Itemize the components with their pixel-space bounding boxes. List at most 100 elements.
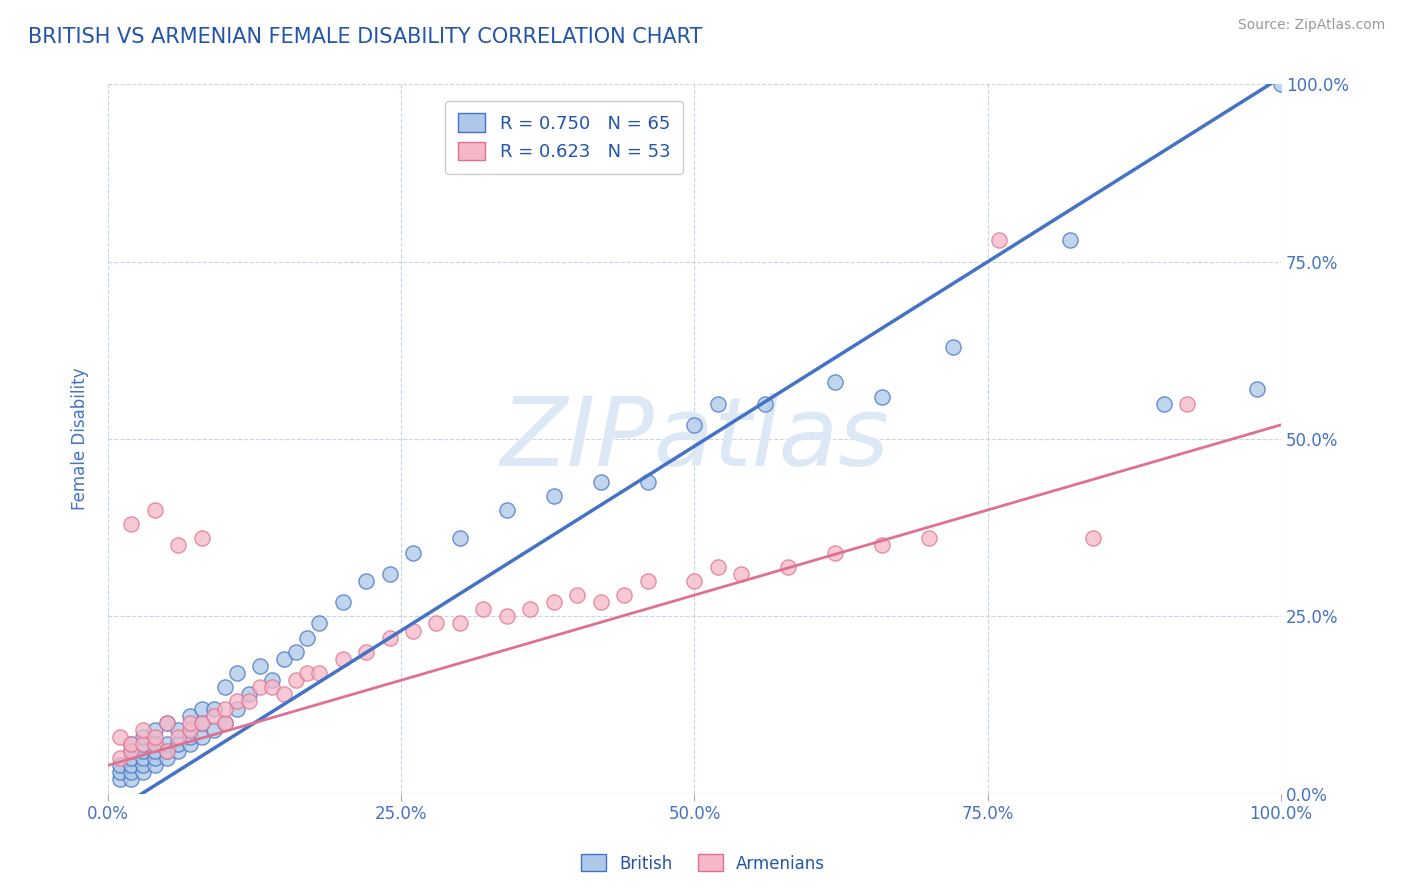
Point bbox=[143, 737, 166, 751]
Point bbox=[683, 574, 706, 588]
Point bbox=[191, 701, 214, 715]
Point bbox=[132, 737, 155, 751]
Point bbox=[402, 545, 425, 559]
Point bbox=[191, 715, 214, 730]
Point bbox=[132, 751, 155, 765]
Point bbox=[354, 645, 377, 659]
Point bbox=[179, 723, 201, 737]
Point bbox=[226, 666, 249, 681]
Point bbox=[273, 687, 295, 701]
Point bbox=[824, 376, 846, 390]
Point bbox=[179, 730, 201, 744]
Point bbox=[589, 595, 612, 609]
Point bbox=[143, 737, 166, 751]
Point bbox=[156, 715, 179, 730]
Point bbox=[132, 737, 155, 751]
Point bbox=[143, 730, 166, 744]
Point bbox=[202, 708, 225, 723]
Point bbox=[1059, 234, 1081, 248]
Point bbox=[143, 503, 166, 517]
Point bbox=[120, 744, 142, 758]
Point bbox=[214, 715, 236, 730]
Point bbox=[156, 744, 179, 758]
Point bbox=[308, 616, 330, 631]
Point bbox=[297, 631, 319, 645]
Point bbox=[167, 538, 190, 552]
Point bbox=[707, 559, 730, 574]
Point bbox=[214, 681, 236, 695]
Point bbox=[495, 503, 517, 517]
Point bbox=[567, 588, 589, 602]
Point bbox=[1175, 396, 1198, 410]
Point bbox=[425, 616, 447, 631]
Point bbox=[226, 694, 249, 708]
Point bbox=[108, 772, 131, 787]
Point bbox=[297, 666, 319, 681]
Point bbox=[449, 616, 471, 631]
Point bbox=[1246, 383, 1268, 397]
Point bbox=[543, 489, 565, 503]
Point bbox=[262, 681, 284, 695]
Point bbox=[1083, 532, 1105, 546]
Point bbox=[870, 538, 893, 552]
Point bbox=[191, 730, 214, 744]
Point bbox=[132, 765, 155, 780]
Point bbox=[156, 737, 179, 751]
Point bbox=[730, 566, 752, 581]
Point bbox=[284, 645, 307, 659]
Point bbox=[472, 602, 495, 616]
Point bbox=[519, 602, 541, 616]
Y-axis label: Female Disability: Female Disability bbox=[72, 368, 89, 510]
Point bbox=[589, 475, 612, 489]
Point bbox=[262, 673, 284, 688]
Point bbox=[918, 532, 941, 546]
Point bbox=[143, 751, 166, 765]
Point bbox=[238, 687, 260, 701]
Point bbox=[378, 566, 401, 581]
Point bbox=[120, 517, 142, 532]
Point bbox=[132, 723, 155, 737]
Point bbox=[273, 652, 295, 666]
Point bbox=[143, 723, 166, 737]
Point bbox=[143, 744, 166, 758]
Point bbox=[156, 751, 179, 765]
Point bbox=[120, 758, 142, 772]
Point bbox=[156, 744, 179, 758]
Point bbox=[637, 475, 659, 489]
Point bbox=[988, 234, 1011, 248]
Point bbox=[191, 532, 214, 546]
Point bbox=[402, 624, 425, 638]
Point bbox=[156, 715, 179, 730]
Point bbox=[354, 574, 377, 588]
Point bbox=[132, 730, 155, 744]
Point bbox=[120, 737, 142, 751]
Point bbox=[613, 588, 636, 602]
Text: ZIPatlas: ZIPatlas bbox=[501, 392, 889, 485]
Point bbox=[167, 730, 190, 744]
Point bbox=[108, 751, 131, 765]
Point bbox=[332, 652, 354, 666]
Point bbox=[167, 723, 190, 737]
Point bbox=[707, 396, 730, 410]
Point bbox=[449, 532, 471, 546]
Point bbox=[167, 737, 190, 751]
Point bbox=[308, 666, 330, 681]
Point bbox=[143, 758, 166, 772]
Point bbox=[214, 715, 236, 730]
Point bbox=[378, 631, 401, 645]
Point bbox=[226, 701, 249, 715]
Point bbox=[202, 723, 225, 737]
Point bbox=[179, 708, 201, 723]
Point bbox=[120, 765, 142, 780]
Point bbox=[332, 595, 354, 609]
Point bbox=[120, 737, 142, 751]
Point bbox=[120, 772, 142, 787]
Point bbox=[284, 673, 307, 688]
Point bbox=[191, 715, 214, 730]
Text: BRITISH VS ARMENIAN FEMALE DISABILITY CORRELATION CHART: BRITISH VS ARMENIAN FEMALE DISABILITY CO… bbox=[28, 27, 703, 46]
Point bbox=[249, 681, 271, 695]
Point bbox=[179, 715, 201, 730]
Text: Source: ZipAtlas.com: Source: ZipAtlas.com bbox=[1237, 18, 1385, 32]
Point bbox=[543, 595, 565, 609]
Point bbox=[778, 559, 800, 574]
